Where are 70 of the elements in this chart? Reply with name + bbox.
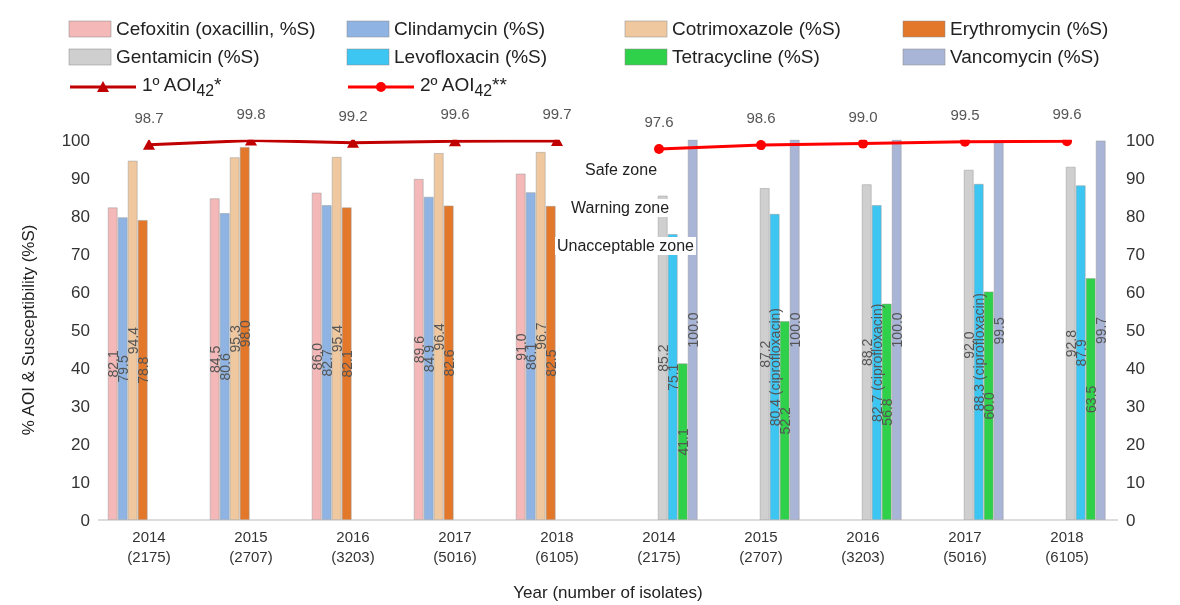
y2-tick-label: 90 [1126,168,1145,188]
data-label: 98.7 [134,108,164,126]
data-label: 94.4 [124,326,141,355]
y-tick-label: 40 [71,358,90,378]
y2-tick-label: 80 [1126,206,1145,226]
legend-label: Gentamicin (%S) [116,46,260,68]
y-tick-label: 0 [80,511,90,531]
y2-tick-label: 40 [1126,358,1145,378]
data-label: 99.8 [236,104,266,122]
x-axis-title: Year (number of isolates) [513,583,703,602]
y-tick-label: 30 [71,396,90,416]
legend-label: Erythromycin (%S) [950,18,1109,40]
data-label: 97.6 [644,112,674,130]
y2-tick-label: 30 [1126,396,1145,416]
y-tick-label: 50 [71,320,90,340]
legend-label: Cotrimoxazole (%S) [672,18,841,40]
x-tick-label: 2018 (6105) [535,528,579,565]
y-tick-label: 100 [61,130,90,150]
data-label: 100.0 [684,312,701,348]
data-label: 100.0 [786,312,803,348]
y-axis-title: % AOI & Susceptibility (%S) [19,224,39,436]
x-tick-label: 2015 (2707) [229,528,273,565]
y2-tick-label: 20 [1126,434,1145,454]
data-label: 99.0 [848,107,878,125]
y-tick-label: 10 [71,473,90,493]
legend-label: Vancomycin (%S) [950,46,1100,68]
data-label: 99.7 [542,104,572,122]
x-tick-label: 2016 (3203) [331,528,375,565]
legend-label: Clindamycin (%S) [394,18,545,40]
y2-tick-label: 10 [1126,473,1145,493]
y-tick-label: 20 [71,434,90,454]
data-label: 78.8 [134,356,151,384]
data-label: 98.6 [746,109,776,127]
legend-label: Cefoxitin (oxacillin, %S) [116,18,316,40]
y-tick-label: 80 [71,206,90,226]
x-tick-label: 2014 (2175) [127,528,171,565]
data-label: 99.6 [1052,105,1082,123]
data-label: 99.7 [1092,316,1109,345]
legend-label: Levofloxacin (%S) [394,46,548,68]
x-tick-label: 2017 (5016) [433,528,477,565]
y2-tick-label: 60 [1126,282,1145,302]
x-tick-label: 2014 (2175) [637,528,681,565]
y2-tick-label: 50 [1126,320,1145,340]
legend-label: 2º AOI$_{42}$** [420,74,507,100]
data-label: 99.5 [990,317,1007,345]
legend-label: 1º AOI$_{42}$* [142,74,222,100]
y-tick-label: 90 [71,168,90,188]
data-label: 41.1 [674,428,691,456]
annotation: Unacceptable zone [555,237,696,255]
data-label: 82.5 [542,349,559,377]
data-label: 82.1 [338,350,355,378]
y2-tick-label: 0 [1126,511,1136,531]
data-label: 63.5 [1082,385,1099,413]
x-tick-label: 2017 (5016) [943,528,987,565]
data-label: 95.4 [328,324,345,353]
data-label: 99.2 [338,106,368,124]
data-label: 99.5 [950,105,980,123]
data-label: 99.6 [440,105,470,123]
y2-tick-label: 100 [1126,130,1155,150]
x-tick-label: 2015 (2707) [739,528,783,565]
annotation: Safe zone [583,161,660,179]
annotation: Warning zone [569,199,672,217]
y2-tick-label: 70 [1126,244,1145,264]
x-tick-label: 2016 (3203) [841,528,885,565]
data-label: 82.6 [440,349,457,377]
y-tick-label: 60 [71,282,90,302]
x-tick-label: 2018 (6105) [1045,528,1089,565]
legend-label: Tetracycline (%S) [672,46,820,68]
y-tick-label: 70 [71,244,90,264]
data-label: 100.0 [888,312,905,348]
